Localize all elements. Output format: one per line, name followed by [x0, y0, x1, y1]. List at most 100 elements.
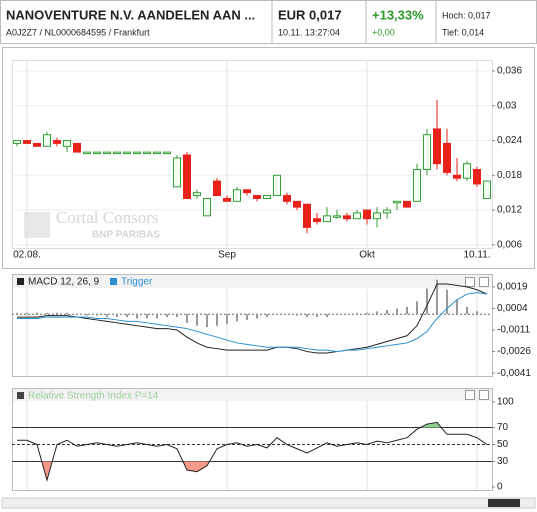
legend-trigger: Trigger [121, 277, 153, 288]
histogram-bar [426, 288, 428, 315]
histogram-bar [266, 314, 268, 318]
candle-body [423, 134, 431, 170]
histogram-bar [256, 314, 258, 319]
histogram-bar [136, 314, 138, 319]
logo [24, 212, 50, 238]
candle-body [133, 151, 141, 155]
candle-body [43, 134, 51, 147]
histogram-bar [376, 311, 378, 315]
time: 10.11. 13:27:04 [278, 27, 340, 37]
subtitle: A0J2Z7 / NL0000684595 / Frankfurt [6, 27, 150, 37]
candle-body [243, 189, 251, 194]
change-abs: +0,00 [372, 27, 395, 37]
candle-body [113, 151, 121, 155]
y-tick-label: 0,0004 [497, 303, 528, 314]
scrollbar[interactable] [1, 497, 536, 509]
candle-body [283, 195, 291, 202]
scroll-thumb[interactable] [488, 499, 520, 507]
histogram-bar [446, 289, 448, 315]
legend-swatch [110, 278, 117, 285]
histogram-bar [16, 312, 18, 315]
plot-area [12, 60, 493, 249]
rsi-frame [12, 388, 493, 491]
histogram-bar [156, 314, 158, 319]
candle-body [433, 128, 441, 165]
legend-macd: MACD 12, 26, 9 [28, 277, 100, 288]
candle-body [323, 215, 331, 223]
histogram-bar [406, 307, 408, 315]
histogram-bar [56, 312, 58, 315]
histogram-bar [26, 312, 28, 315]
histogram-bar [396, 308, 398, 315]
candle-body [253, 195, 261, 199]
histogram-bar [146, 314, 148, 319]
change-pct: +13,33% [372, 7, 424, 22]
y-tick-label: 0,024 [497, 135, 522, 146]
candle-body [473, 168, 481, 185]
candle-body [403, 200, 411, 208]
histogram-bar [116, 314, 118, 318]
macd-line [17, 292, 488, 353]
candle-body [83, 151, 91, 155]
candle-body [103, 151, 111, 155]
legend-swatch [17, 392, 24, 399]
histogram-bar [436, 279, 438, 315]
candle-body [33, 142, 41, 147]
candle-body [143, 151, 151, 155]
candle-body [393, 200, 401, 204]
header-box [0, 0, 537, 44]
candle-body [353, 212, 361, 220]
candle-body [453, 174, 461, 179]
candle-body [73, 142, 81, 153]
y-tick-label: 100 [497, 397, 514, 408]
histogram-bar [66, 312, 68, 315]
candle-body [383, 209, 391, 214]
histogram-bar [106, 314, 108, 318]
legend-swatch [17, 278, 24, 285]
y-tick-label: 0 [497, 482, 503, 493]
close-button[interactable] [479, 390, 489, 400]
histogram-bar [416, 301, 418, 315]
y-tick-label: 0,036 [497, 66, 522, 77]
histogram-bar [86, 314, 88, 316]
candle-body [93, 151, 101, 155]
x-tick-label: Okt [359, 250, 375, 261]
watermark-sub: BNP PARIBAS [92, 230, 160, 241]
histogram-bar [176, 314, 178, 318]
candle-body [233, 189, 241, 202]
low: Tief: 0,014 [442, 27, 484, 37]
histogram-bar [246, 314, 248, 320]
candle-body [23, 140, 31, 144]
histogram-bar [46, 312, 48, 315]
histogram-bar [206, 314, 208, 328]
histogram-bar [476, 311, 478, 315]
high: Hoch: 0,017 [442, 10, 491, 20]
y-tick-label: 0,0019 [497, 282, 528, 293]
y-tick-label: 0,03 [497, 100, 517, 111]
histogram-bar [326, 314, 328, 318]
x-tick-label: Sep [218, 250, 236, 261]
candle-body [163, 151, 171, 155]
candle-body [173, 157, 181, 188]
histogram-bar [186, 314, 188, 323]
candle-body [343, 215, 351, 220]
y-tick-label: 0,006 [497, 239, 522, 250]
histogram-bar [356, 312, 358, 315]
histogram-bar [366, 312, 368, 315]
close-button[interactable] [479, 277, 489, 287]
price: EUR 0,017 [278, 7, 342, 22]
maximize-button[interactable] [465, 390, 475, 400]
candle-body [373, 212, 381, 220]
rsi-line [17, 421, 488, 483]
candle-body [223, 197, 231, 202]
histogram-bar [296, 314, 298, 316]
candle-body [63, 140, 71, 147]
candle-body [483, 180, 491, 199]
macd-frame [12, 274, 493, 377]
legend-rsi: Relative Strength Index P=14 [28, 391, 159, 402]
maximize-button[interactable] [465, 277, 475, 287]
candle-body [463, 163, 471, 179]
histogram-bar [386, 309, 388, 315]
candle-body [273, 174, 281, 197]
y-tick-label: 30 [497, 456, 509, 467]
